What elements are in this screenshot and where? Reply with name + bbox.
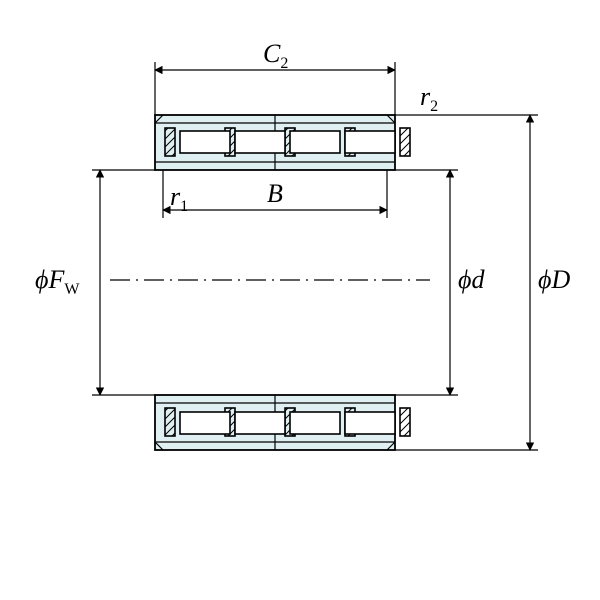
roller-bot-0 [180,412,230,434]
label-r2: r2 [420,82,438,115]
label-c2-sub: 2 [280,55,288,72]
roller-bot-2 [290,412,340,434]
roller-top-1 [235,131,285,153]
roller-top-3 [345,131,395,153]
label-fw: ϕFW [35,265,80,298]
cage-top-0 [165,128,175,156]
cage-top-4 [400,128,410,156]
cage-bot-0 [165,408,175,436]
roller-top-2 [290,131,340,153]
label-r1: r1 [170,182,188,215]
label-D: ϕD [538,265,570,294]
roller-bot-3 [345,412,395,434]
roller-top-0 [180,131,230,153]
label-fw-sub: W [64,281,80,298]
label-b: B [267,179,283,208]
cage-bot-4 [400,408,410,436]
label-r1-sub: 1 [180,198,188,215]
roller-bot-1 [235,412,285,434]
label-r2-sub: 2 [430,98,438,115]
label-c2: C2 [263,39,288,72]
label-d: ϕd [458,265,485,294]
